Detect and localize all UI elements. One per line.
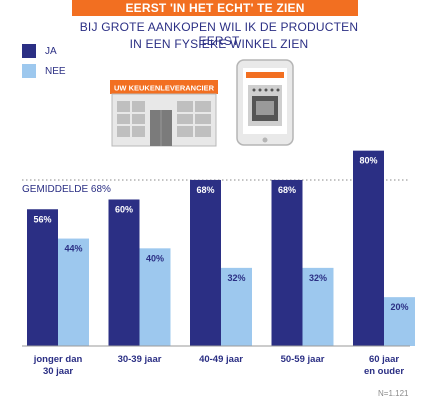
bar-nee-1 <box>139 248 171 346</box>
category-label-0-0: jonger dan <box>33 354 83 365</box>
data-label-nee-2: 32% <box>227 273 245 283</box>
legend-item-ja: JA <box>22 44 57 58</box>
data-label-ja-2: 68% <box>196 185 214 195</box>
bar-ja-1 <box>108 199 140 346</box>
data-label-ja-1: 60% <box>115 204 133 214</box>
store-sign-board <box>110 80 218 94</box>
legend-label-nee: NEE <box>45 65 66 77</box>
data-label-nee-1: 40% <box>146 253 164 263</box>
store-sign-text: UW KEUKENLEVERANCIER <box>114 84 215 93</box>
tablet-oven-icon <box>236 59 294 146</box>
average-label: GEMIDDELDE 68% <box>22 184 111 195</box>
data-label-ja-4: 80% <box>359 156 377 166</box>
storefront-icon: UW KEUKENLEVERANCIER <box>110 80 218 147</box>
bar-ja-4 <box>353 150 384 346</box>
category-label-4-0: 60 jaar <box>369 354 399 365</box>
legend-swatch-ja <box>22 44 36 58</box>
tablet-banner <box>246 72 284 78</box>
bar-ja-2 <box>190 179 221 346</box>
category-label-2-0: 40-49 jaar <box>199 354 243 365</box>
subtitle-line-1: BIJ GROTE AANKOPEN WIL IK DE PRODUCTEN E… <box>79 20 359 48</box>
bar-nee-0 <box>58 238 89 346</box>
data-label-nee-4: 20% <box>390 302 408 312</box>
subtitle-line-2: IN EEN FYSIEKE WINKEL ZIEN <box>129 37 309 51</box>
footnote: N=1.121 <box>378 389 409 398</box>
oven-window <box>256 101 274 115</box>
data-label-nee-3: 32% <box>309 273 327 283</box>
data-label-ja-3: 68% <box>278 185 296 195</box>
bar-nee-3 <box>302 267 334 346</box>
data-label-ja-0: 56% <box>33 214 51 224</box>
category-label-0-1: 30 jaar <box>43 366 73 377</box>
legend-swatch-nee <box>22 64 36 78</box>
bar-nee-2 <box>221 267 252 346</box>
title-banner: EERST 'IN HET ECHT' TE ZIEN <box>72 0 358 16</box>
bar-ja-0 <box>27 209 58 346</box>
category-label-4-1: en ouder <box>364 366 404 377</box>
data-label-nee-0: 44% <box>64 244 82 254</box>
bar-ja-3 <box>271 179 303 346</box>
bar-nee-4 <box>384 297 415 346</box>
legend-item-nee: NEE <box>22 64 66 78</box>
legend-label-ja: JA <box>45 45 57 57</box>
category-label-3-0: 50-59 jaar <box>281 354 325 365</box>
tablet-home-button <box>262 137 268 143</box>
category-label-1-0: 30-39 jaar <box>118 354 162 365</box>
